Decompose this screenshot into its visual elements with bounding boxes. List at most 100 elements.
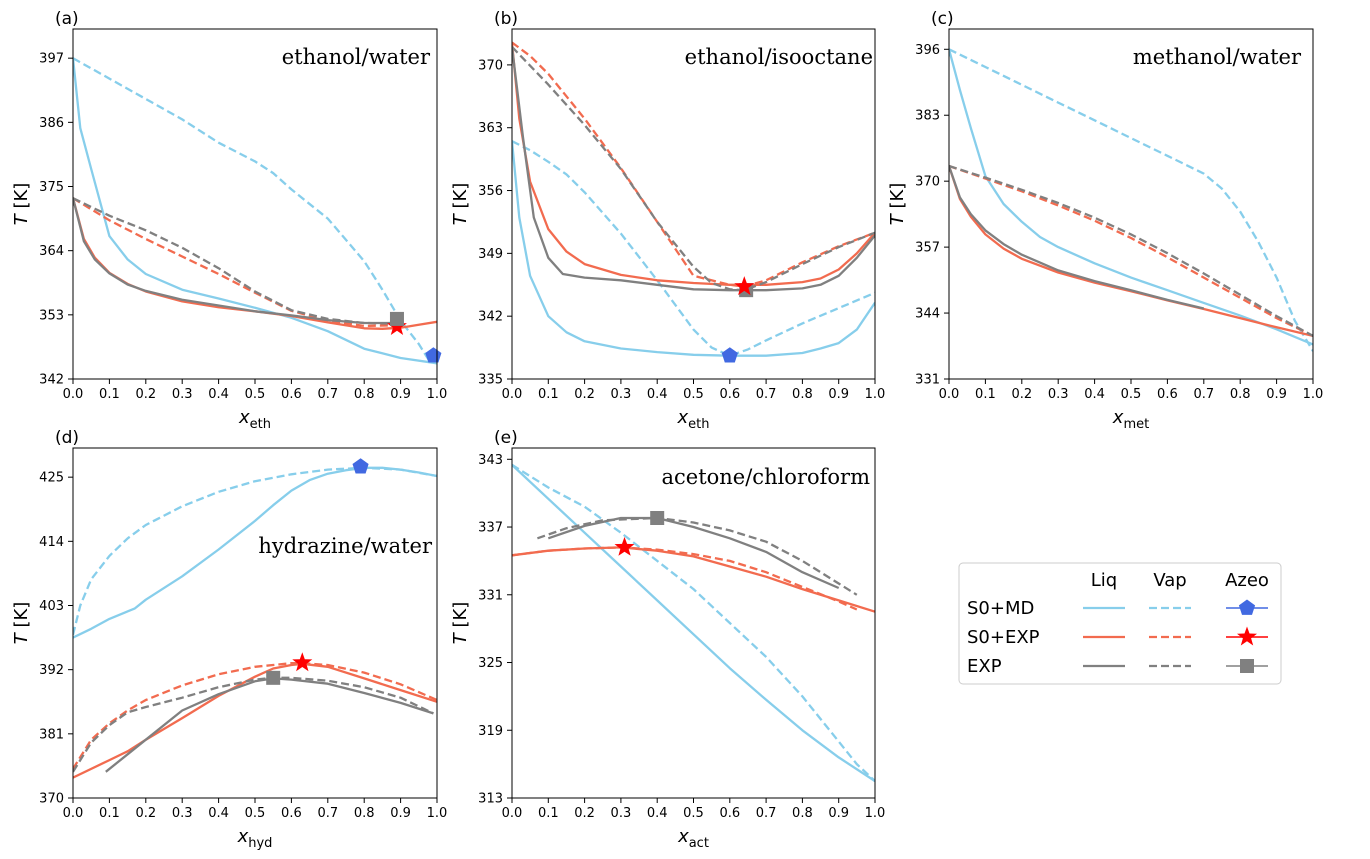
azeo-marker-s0exp xyxy=(292,652,313,672)
x-tick-label: 0.7 xyxy=(756,387,777,402)
y-tick-label: 370 xyxy=(478,58,503,73)
y-tick-label: 335 xyxy=(478,373,503,388)
series-line-s0-md-vap xyxy=(949,48,1313,352)
series-group xyxy=(512,41,875,357)
x-tick-label: 1.0 xyxy=(427,806,448,821)
series-line-exp-liq xyxy=(73,197,397,325)
y-tick-label: 363 xyxy=(478,121,503,136)
y-tick-label: 370 xyxy=(915,175,940,190)
series-line-exp-vap xyxy=(537,516,858,596)
x-tick-label: 0.1 xyxy=(99,387,120,402)
y-axis-label: T [K] xyxy=(11,183,32,226)
x-tick-label: 0.1 xyxy=(538,806,559,821)
azeo-marker-md xyxy=(352,458,369,474)
panel-title: acetone/chloroform xyxy=(661,465,870,489)
x-tick-label: 0.2 xyxy=(574,387,595,402)
x-tick-label: 0.2 xyxy=(135,806,156,821)
azeo-marker-s0exp xyxy=(734,276,755,296)
x-tick-label: 1.0 xyxy=(427,387,448,402)
azeo-marker-exp xyxy=(650,511,665,525)
legend-row-label: S0+EXP xyxy=(967,627,1040,648)
series-line-s0-md-vap xyxy=(512,463,875,782)
y-tick-label: 383 xyxy=(915,109,940,124)
x-tick-label: 1.0 xyxy=(1303,387,1324,402)
x-axis-label: xmet xyxy=(1112,407,1149,432)
x-tick-label: 0.9 xyxy=(828,806,849,821)
azeo-marker-exp xyxy=(389,311,404,326)
series-group xyxy=(73,57,437,365)
x-tick-label: 0.0 xyxy=(63,387,84,402)
series-line-s0-md-liq xyxy=(73,58,437,365)
legend-azeo-marker-exp xyxy=(1240,659,1254,673)
x-tick-label: 0.2 xyxy=(1011,387,1032,402)
x-tick-label: 0.0 xyxy=(502,387,523,402)
x-tick-label: 0.7 xyxy=(1193,387,1214,402)
series-line-s0-md-liq xyxy=(512,141,875,357)
x-tick-label: 1.0 xyxy=(865,387,886,402)
x-tick-label: 0.3 xyxy=(611,806,632,821)
series-group xyxy=(949,48,1313,352)
x-tick-label: 0.3 xyxy=(611,387,632,402)
x-tick-label: 0.2 xyxy=(135,387,156,402)
series-line-exp-liq xyxy=(105,677,434,773)
panel-label: (e) xyxy=(494,428,518,448)
panel-title: methanol/water xyxy=(1133,45,1302,69)
plot-frame xyxy=(511,28,876,380)
x-tick-label: 0.5 xyxy=(245,806,266,821)
x-tick-label: 0.9 xyxy=(390,806,411,821)
x-tick-label: 0.4 xyxy=(208,806,229,821)
y-tick-label: 414 xyxy=(39,535,64,550)
x-tick-label: 0.4 xyxy=(647,806,668,821)
series-line-s0-exp-liq xyxy=(512,42,875,286)
series-line-exp-vap xyxy=(949,164,1313,337)
legend-row-label: S0+MD xyxy=(967,598,1034,619)
panel-c: 0.0 0.1 0.2 0.3 0.4 0.5 0.6 0.7 0.8 0.9 1.0 331 344 3… xyxy=(887,9,1323,432)
y-tick-label: 397 xyxy=(39,52,64,67)
x-tick-label: 0.5 xyxy=(683,806,704,821)
x-tick-label: 0.3 xyxy=(172,806,193,821)
y-tick-label: 342 xyxy=(478,310,503,325)
x-tick-label: 0.4 xyxy=(647,387,668,402)
y-tick-label: 396 xyxy=(915,43,940,58)
series-line-exp-liq xyxy=(512,46,875,292)
y-tick-label: 403 xyxy=(39,599,64,614)
x-tick-label: 0.7 xyxy=(317,387,338,402)
y-tick-label: 343 xyxy=(478,453,503,468)
panel-title: hydrazine/water xyxy=(258,534,433,558)
legend-frame xyxy=(958,562,1282,685)
x-tick-label: 0.5 xyxy=(1121,387,1142,402)
x-axis-label: xeth xyxy=(238,407,271,432)
legend-box: Liq Vap Azeo S0+MD S0+EXP EXP xyxy=(958,562,1282,685)
y-tick-label: 349 xyxy=(478,247,503,262)
series-group xyxy=(512,463,875,783)
x-tick-label: 0.9 xyxy=(1266,387,1287,402)
x-tick-label: 0.1 xyxy=(538,387,559,402)
x-tick-label: 0.6 xyxy=(281,387,302,402)
x-tick-label: 0.9 xyxy=(828,387,849,402)
x-tick-label: 0.8 xyxy=(354,806,375,821)
x-axis-label: xeth xyxy=(677,407,710,432)
x-axis-label: xhyd xyxy=(237,826,273,851)
y-tick-label: 353 xyxy=(39,308,64,323)
x-tick-label: 0.8 xyxy=(792,806,813,821)
x-tick-label: 0.2 xyxy=(574,806,595,821)
x-tick-label: 1.0 xyxy=(865,806,886,821)
x-tick-label: 0.5 xyxy=(245,387,266,402)
x-axis-label: xact xyxy=(677,826,709,851)
x-tick-label: 0.3 xyxy=(1048,387,1069,402)
x-tick-label: 0.4 xyxy=(1084,387,1105,402)
y-axis-label: T [K] xyxy=(887,183,908,226)
y-tick-label: 356 xyxy=(478,184,503,199)
x-tick-label: 0.6 xyxy=(1157,387,1178,402)
series-line-s0-exp-liq xyxy=(949,165,1313,338)
y-tick-label: 386 xyxy=(39,116,64,131)
x-tick-label: 0.6 xyxy=(719,806,740,821)
azeo-marker-md xyxy=(425,347,442,363)
y-tick-label: 342 xyxy=(39,373,64,388)
series-line-s0-md-vap xyxy=(512,140,875,357)
y-tick-label: 325 xyxy=(478,656,503,671)
azeo-marker-md xyxy=(721,347,738,363)
panel-label: (c) xyxy=(931,9,954,29)
y-tick-label: 344 xyxy=(915,307,940,322)
